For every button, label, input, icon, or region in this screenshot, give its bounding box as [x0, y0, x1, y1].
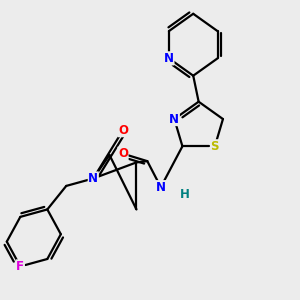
Text: F: F	[16, 260, 24, 273]
Text: N: N	[169, 112, 179, 125]
Text: N: N	[88, 172, 98, 185]
Text: N: N	[156, 181, 166, 194]
Text: H: H	[180, 188, 190, 201]
Text: O: O	[118, 147, 128, 160]
Text: O: O	[118, 124, 128, 137]
Text: H: H	[181, 188, 190, 201]
Text: N: N	[164, 52, 174, 65]
Text: S: S	[211, 140, 219, 153]
